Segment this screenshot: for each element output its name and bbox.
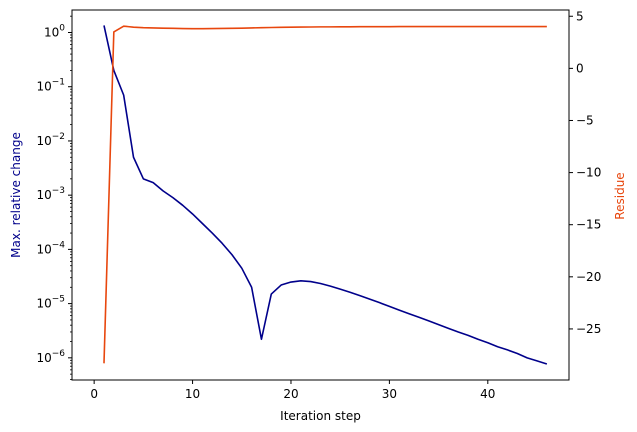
- left-tick-label: 10−1: [36, 78, 65, 94]
- left-axis-ticks: 10−6 10−5 10−4 10−3 10−2 10−1 100: [36, 15, 72, 380]
- left-y-axis-label: Max. relative change: [9, 132, 23, 258]
- x-tick-label: 10: [185, 387, 200, 401]
- left-tick-label: 10−3: [36, 186, 65, 202]
- right-axis-ticks: 5 0 −5 −10 −15 −20 −25: [569, 9, 601, 336]
- right-tick-label: −25: [576, 322, 601, 336]
- left-tick-label: 10−4: [36, 240, 65, 256]
- plot-area: [72, 10, 569, 380]
- x-tick-label: 40: [480, 387, 495, 401]
- x-tick-label: 0: [90, 387, 98, 401]
- right-tick-label: −15: [576, 218, 601, 232]
- series-group: [103, 25, 548, 365]
- right-y-axis-label: Residue: [613, 172, 627, 219]
- left-tick-label: 10−5: [36, 295, 65, 311]
- left-tick-label: 10−6: [36, 349, 65, 365]
- plot-frame: [71, 9, 570, 381]
- left-tick-label: 100: [44, 24, 65, 40]
- max-relative-change-line: [103, 25, 548, 365]
- x-tick-label: 30: [382, 387, 397, 401]
- left-tick-label: 10−2: [36, 132, 65, 148]
- x-axis-label: Iteration step: [280, 409, 361, 423]
- x-axis-ticks: 0 10 20 30 40: [90, 380, 495, 401]
- right-tick-label: 0: [576, 61, 584, 75]
- right-tick-label: −10: [576, 166, 601, 180]
- residue-line: [103, 25, 547, 364]
- right-tick-label: 5: [576, 9, 584, 23]
- right-tick-label: −20: [576, 270, 601, 284]
- right-tick-label: −5: [576, 113, 594, 127]
- x-tick-label: 20: [283, 387, 298, 401]
